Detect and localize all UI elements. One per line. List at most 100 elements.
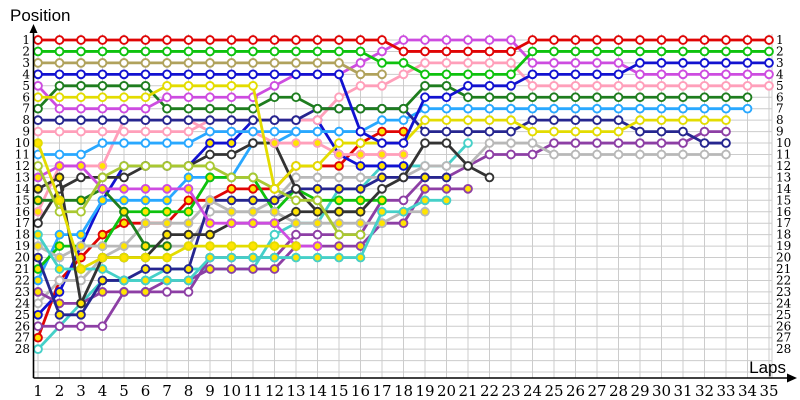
data-point-marker [463,103,473,114]
data-point-marker [463,35,473,45]
data-point-marker [678,69,688,80]
y-tick-label-right: 28 [776,342,791,356]
data-point-marker [119,218,129,229]
data-point-marker [291,252,301,263]
data-point-marker [441,80,452,91]
data-point-marker [377,184,387,194]
data-point-marker [699,149,710,160]
data-point-marker [699,80,710,91]
data-point-marker [420,92,430,103]
data-point-marker [269,195,280,206]
data-point-marker [527,149,538,160]
x-tick-label: 9 [205,382,215,400]
data-point-marker [721,69,731,80]
y-tick-label-right: 23 [776,285,791,299]
data-point-marker [355,206,366,217]
data-point-marker [162,241,172,251]
data-point-marker [764,69,774,80]
data-point-marker [635,69,645,80]
data-point-marker [54,115,65,126]
data-point-marker [527,35,538,45]
data-point-marker [97,195,108,206]
data-point-marker [140,138,151,148]
data-point-marker [33,321,43,332]
data-point-marker [54,275,65,286]
data-point-marker [248,35,258,45]
data-point-marker [506,149,516,160]
data-point-marker [97,46,108,57]
data-point-marker [570,126,581,137]
series-red-A [33,35,774,57]
data-point-marker [119,184,129,194]
data-point-marker [613,115,624,126]
x-tick-label: 35 [759,382,778,400]
y-tick-label-right: 26 [776,319,791,333]
data-point-marker [678,46,688,57]
data-point-marker [441,138,452,148]
data-point-marker [76,206,86,217]
data-point-marker [613,92,624,103]
data-point-marker [54,172,65,183]
data-point-marker [33,161,43,171]
series-navy-B [33,172,452,320]
data-point-marker [420,115,430,126]
y-tick-label-left: 17 [15,216,30,230]
data-point-marker [205,229,215,240]
data-point-marker [291,161,301,171]
data-point-marker [527,46,538,57]
data-point-marker [226,195,237,206]
data-point-marker [76,80,86,91]
data-point-marker [355,126,366,137]
data-point-marker [377,103,387,114]
data-point-marker [592,149,602,160]
data-point-marker [226,184,237,194]
data-point-marker [162,80,172,91]
x-tick-label: 1 [33,382,43,400]
y-tick-label-left: 1 [22,33,30,47]
data-point-marker [334,35,344,45]
data-point-marker [377,46,387,57]
data-point-marker [699,126,710,137]
data-point-marker [162,126,172,137]
data-point-marker [269,206,280,217]
x-tick-label: 34 [738,382,757,400]
data-point-marker [269,264,280,274]
data-point-marker [312,195,323,206]
data-point-marker [484,115,495,126]
data-point-marker [183,126,194,137]
data-point-marker [420,195,430,206]
data-point-marker [248,69,258,80]
data-point-marker [506,115,516,126]
data-point-marker [312,218,323,229]
data-point-marker [463,115,473,126]
x-tick-label: 14 [308,382,327,400]
data-point-marker [764,46,774,57]
x-tick-label: 11 [243,382,262,400]
data-point-marker [635,46,645,57]
data-point-marker [355,58,366,68]
data-point-marker [678,92,688,103]
data-point-marker [441,69,452,80]
data-point-marker [226,218,237,229]
data-point-marker [699,92,710,103]
data-point-marker [54,195,65,206]
data-point-marker [119,161,129,171]
data-point-marker [549,69,559,80]
series-darkgreen-A [33,80,753,114]
data-point-marker [678,35,688,45]
x-tick-label: 24 [523,382,542,400]
data-point-marker [570,46,581,57]
data-point-marker [635,80,645,91]
data-point-marker [721,35,731,45]
data-point-marker [699,103,710,114]
data-point-marker [33,332,43,343]
y-tick-label-left: 24 [15,296,31,310]
data-point-marker [248,264,258,274]
data-point-marker [398,46,409,57]
data-point-marker [355,46,366,57]
y-tick-label-right: 2 [776,44,784,58]
data-point-marker [312,229,323,240]
data-point-marker [334,92,344,103]
y-tick-label-right: 7 [776,102,784,116]
data-point-marker [678,103,688,114]
